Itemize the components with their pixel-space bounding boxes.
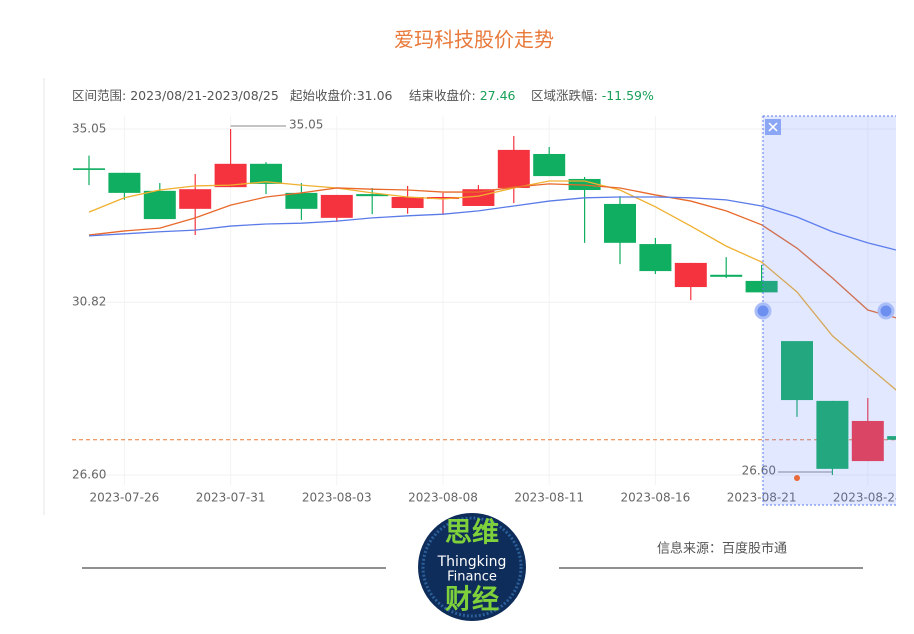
x-tick-label: 2023-08-24	[833, 491, 903, 505]
candle-body	[214, 163, 247, 188]
annotation: 26.60	[742, 464, 776, 478]
info-label: 区域涨跌幅:	[531, 88, 602, 103]
handle[interactable]	[877, 302, 895, 320]
logo-text: 财经	[445, 584, 499, 616]
x-tick-label: 2023-08-11	[514, 491, 584, 505]
x-tick-label: 2023-08-16	[621, 491, 691, 505]
candle-body	[710, 274, 743, 277]
source: 信息来源：百度股市通	[657, 541, 787, 557]
candle-body	[674, 262, 707, 288]
candle-body	[73, 168, 105, 170]
logo-text: Thingking	[437, 554, 507, 570]
candle-body	[108, 172, 141, 193]
plot: 2023-07-26 2023-07-31 2023-08-03 2023-08-08…	[72, 115, 903, 506]
candle-body	[320, 194, 353, 218]
info-value: 27.46	[480, 88, 516, 103]
selection	[762, 115, 896, 506]
info-item: 区域涨跌幅: -11.59%	[531, 88, 654, 103]
logo-text: 思维	[445, 518, 499, 549]
candle-body	[497, 149, 530, 188]
x-tick-label: 2023-08-03	[302, 491, 372, 505]
annotation: 35.05	[289, 118, 323, 132]
y-tick-label: 30.82	[72, 295, 106, 309]
info-value: 31.06	[357, 88, 393, 103]
logo	[418, 513, 526, 621]
logo-text: Finance	[447, 570, 497, 585]
handle[interactable]	[754, 302, 772, 320]
y-tick-label: 26.60	[72, 468, 106, 482]
candle-body	[887, 436, 896, 440]
close-icon	[768, 122, 778, 132]
dot	[794, 475, 800, 481]
info-item: 结束收盘价: 27.46	[409, 88, 516, 103]
y-tick-label: 35.05	[72, 122, 106, 136]
candle-body	[745, 280, 778, 293]
info-item: 起始收盘价:31.06	[290, 88, 393, 103]
x-tick-label: 2023-07-31	[196, 491, 266, 505]
candle-body	[143, 190, 176, 220]
candle-body	[462, 189, 495, 206]
ma-line	[88, 196, 896, 251]
ma-line	[88, 183, 896, 319]
candle-body	[851, 420, 884, 462]
x-tick-label: 2023-08-08	[408, 491, 478, 505]
candle-body	[285, 192, 318, 209]
info-label: 起始收盘价:	[290, 88, 357, 103]
candle-body	[639, 244, 672, 272]
ma-line	[88, 180, 896, 391]
info-value: 2023/08/21-2023/08/25	[130, 88, 279, 103]
logo-ring	[421, 516, 523, 618]
info-item: 区间范围: 2023/08/21-2023/08/25	[72, 88, 279, 103]
candle-body	[179, 189, 212, 209]
candle-body	[533, 153, 566, 177]
candle-body	[250, 163, 282, 184]
title: 爱玛科技股价走势	[394, 28, 554, 52]
info-bar: 区间范围: 2023/08/21-2023/08/25 起始收盘价:31.06 结束…	[72, 88, 654, 103]
candle-body	[427, 196, 459, 200]
candle-body	[816, 400, 849, 469]
info-value: -11.59%	[602, 88, 654, 103]
x-tick-label: 2023-08-21	[727, 491, 797, 505]
candle-body	[604, 203, 636, 243]
candle-body	[391, 196, 424, 209]
candle-body	[356, 194, 389, 197]
info-label: 结束收盘价:	[409, 88, 480, 103]
candle-body	[781, 341, 813, 401]
x-tick-label: 2023-07-26	[90, 491, 160, 505]
info-label: 区间范围:	[72, 88, 130, 103]
